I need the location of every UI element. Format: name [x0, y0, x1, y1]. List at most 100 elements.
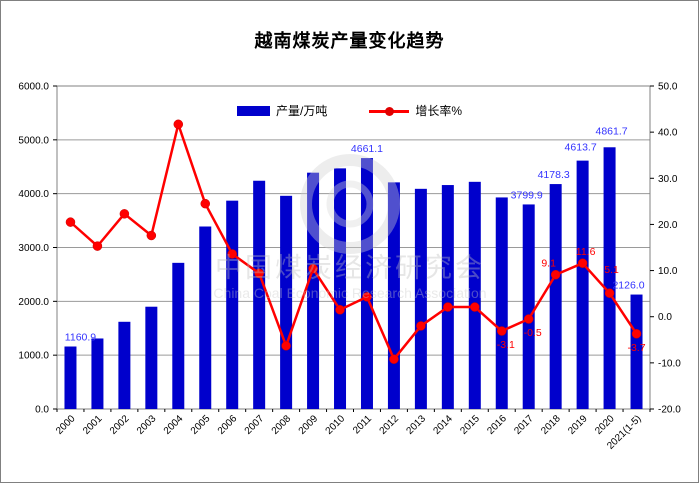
x-axis-label-2016: 2016 [485, 413, 509, 437]
growth-point-2001 [92, 241, 103, 251]
bar-2014 [441, 185, 454, 409]
axis-ticks [53, 85, 654, 412]
bar-2015 [468, 181, 481, 409]
x-axis-label-2017: 2017 [512, 413, 536, 437]
growth-point-2021(1-5) [631, 329, 642, 339]
growth-label-2020: 5.1 [604, 264, 619, 276]
growth-point-2011 [362, 292, 372, 302]
right-axis-label: -10.0 [658, 358, 681, 369]
watermark-logo-icon [300, 154, 400, 254]
x-axis-label-2012: 2012 [378, 413, 402, 437]
right-axis-label: 10.0 [658, 266, 678, 277]
growth-point-2004 [173, 119, 184, 130]
legend-label-growth: 增长率% [415, 104, 463, 118]
x-axis-label-2009: 2009 [297, 413, 321, 437]
x-axis-label-2015: 2015 [458, 413, 482, 437]
bar-2007 [253, 180, 266, 409]
legend-item-production[interactable]: 产量/万吨 [237, 102, 327, 119]
left-axis-label: 2000.0 [18, 297, 49, 308]
right-axis-label: 20.0 [658, 220, 678, 231]
right-axis-label: 0.0 [658, 312, 672, 323]
x-axis-label-2007: 2007 [243, 413, 267, 437]
bar-2005 [199, 226, 212, 409]
growth-point-2013 [416, 321, 426, 331]
x-axis-label-2013: 2013 [404, 413, 428, 437]
growth-point-2009 [308, 263, 318, 274]
x-axis-label-2003: 2003 [135, 413, 159, 437]
right-axis-label: 40.0 [658, 128, 678, 139]
growth-point-2014 [443, 302, 453, 312]
bar-2000 [64, 346, 77, 409]
growth-point-2002 [119, 209, 130, 219]
growth-point-2006 [227, 249, 237, 259]
bar-2006 [226, 200, 239, 409]
bar-label-2017: 3799.9 [511, 189, 543, 201]
left-axis-label: 6000.0 [18, 82, 49, 93]
chart-title: 越南煤炭产量变化趋势 [254, 31, 445, 51]
x-axis-label-2006: 2006 [216, 413, 240, 437]
legend-item-growth[interactable]: 增长率% [369, 102, 462, 119]
growth-point-2012 [389, 354, 399, 364]
x-axis-label-2010: 2010 [324, 413, 348, 437]
growth-point-2010 [335, 305, 345, 315]
chart-legend: 产量/万吨 增长率% [237, 102, 462, 119]
bar-2011 [360, 158, 373, 409]
growth-point-2015 [470, 302, 480, 312]
left-axis-label: 1000.0 [18, 351, 49, 362]
growth-label-2018: 9.1 [541, 258, 556, 270]
bar-label-2000: 1160.9 [65, 332, 96, 344]
x-axis-label-2008: 2008 [270, 413, 294, 437]
bar-2013 [414, 188, 427, 409]
bar-label-2018: 4178.3 [538, 169, 570, 181]
bar-label-2019: 4613.7 [565, 142, 597, 154]
x-axis-label-2001: 2001 [81, 413, 105, 437]
growth-line [69, 123, 638, 361]
growth-point-2020 [604, 288, 615, 298]
bar-label-2020: 4861.7 [596, 125, 628, 137]
bar-2004 [172, 262, 185, 409]
growth-point-2019 [577, 258, 588, 268]
growth-point-2003 [146, 230, 157, 241]
growth-point-2016 [497, 326, 507, 336]
bar-2001 [91, 338, 104, 409]
right-axis-label: 50.0 [658, 82, 678, 93]
line-series [65, 119, 642, 364]
bar-2003 [145, 306, 158, 409]
x-axis-label-2014: 2014 [431, 413, 455, 437]
x-axis-label-2005: 2005 [189, 413, 213, 437]
bar-2008 [280, 195, 293, 409]
bar-2021(1-5) [630, 294, 643, 409]
bar-2016 [495, 197, 508, 409]
bar-2019 [576, 160, 589, 409]
bar-2009 [307, 172, 320, 409]
watermark-logo-inner-icon [326, 180, 374, 228]
x-axis-label-2018: 2018 [539, 413, 563, 437]
watermark: 中国煤炭经济研究会 China Coal Economic Research A… [213, 154, 487, 301]
x-axis-label-2004: 2004 [162, 413, 186, 437]
right-axis-label: 30.0 [658, 174, 678, 185]
growth-point-2018 [550, 269, 561, 280]
data-labels: 1160.9 4661.1 3799.9 4178.3 4613.7 4861.7 2126… [65, 125, 646, 354]
bar-series-swatch-icon [237, 105, 270, 116]
left-axis-label: 0.0 [35, 405, 49, 416]
x-axis-label-2011: 2011 [351, 413, 374, 436]
growth-point-2017 [523, 314, 534, 324]
bar-2020 [603, 147, 616, 409]
growth-label-2016: -3.1 [497, 339, 515, 351]
bar-label-2011: 4661.1 [351, 143, 383, 155]
bar-2002 [118, 321, 131, 409]
growth-point-2005 [200, 198, 210, 209]
x-axis-label-2019: 2019 [566, 413, 590, 437]
bar-2017 [522, 204, 535, 409]
left-axis-label: 4000.0 [18, 189, 49, 200]
growth-label-2019: 11.6 [576, 246, 596, 258]
growth-point-2008 [281, 341, 291, 351]
line-series-swatch-icon [369, 106, 410, 116]
left-axis-label: 3000.0 [18, 243, 49, 254]
x-axis-label-2002: 2002 [108, 413, 132, 437]
growth-label-2017: -0.5 [524, 327, 542, 339]
bar-series [64, 147, 643, 409]
bar-2010 [334, 168, 347, 409]
